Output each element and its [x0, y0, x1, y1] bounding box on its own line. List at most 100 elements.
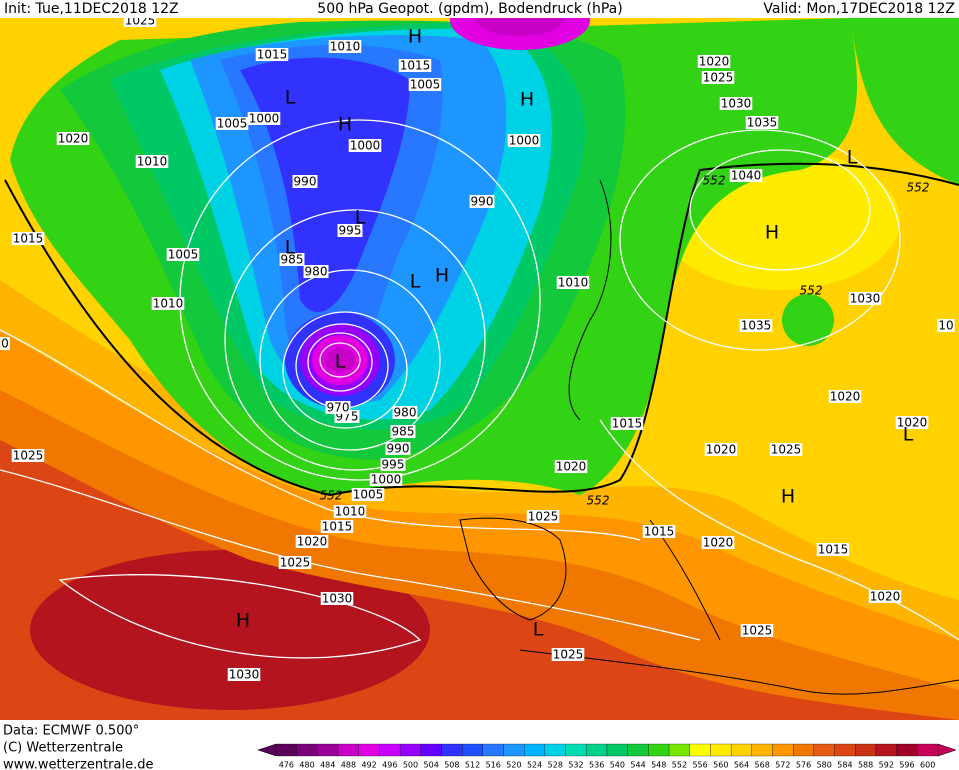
- colorbar-label: 516: [486, 761, 501, 770]
- isobar-label-box: [719, 97, 753, 110]
- isobar-label-box: [769, 443, 803, 456]
- isobar-label-box: [166, 248, 200, 261]
- colorbar-swatch: [813, 743, 835, 757]
- isobar-label-box: [292, 175, 318, 188]
- isobar-label: 985: [392, 425, 415, 439]
- height-label: 552: [587, 494, 610, 508]
- colorbar-label: 544: [630, 761, 645, 770]
- colorbar-label: 524: [527, 761, 542, 770]
- isobar-label-box: [11, 449, 45, 462]
- colorbar-swatch: [606, 743, 628, 757]
- isobar-label-box: [279, 253, 305, 266]
- pressure-center: H: [435, 265, 449, 287]
- isobar-label: 1015: [612, 417, 643, 431]
- pressure-center: L: [285, 87, 296, 109]
- isobar-label-box: [642, 525, 676, 538]
- pressure-center: L: [410, 271, 421, 293]
- colorbar-swatch: [358, 743, 380, 757]
- colorbar-swatch: [793, 743, 815, 757]
- colorbar-label: 568: [755, 761, 770, 770]
- isobar-label-box: [337, 224, 363, 237]
- isobar-label: 1020: [297, 535, 328, 549]
- isobar-label: 995: [382, 458, 405, 472]
- isobar-label: 1015: [257, 48, 288, 62]
- isobar-label-box: [739, 319, 773, 332]
- height-label: 552: [320, 489, 343, 503]
- colorbar-swatch: [296, 743, 318, 757]
- isobar-label: 1030: [322, 592, 353, 606]
- colorbar-label: 480: [299, 761, 314, 770]
- isobar-label-box: [11, 232, 45, 245]
- isobar-label-box: [385, 442, 411, 455]
- colorbar-swatch: [875, 743, 897, 757]
- colorbar-label: 476: [279, 761, 294, 770]
- map-title: 500 hPa Geopot. (gpdm), Bodendruck (hPa): [317, 1, 622, 17]
- colorbar-label: 572: [775, 761, 790, 770]
- pressure-center: L: [355, 207, 366, 229]
- isobar-label: 1005: [168, 248, 199, 262]
- colorbar-label: 580: [817, 761, 832, 770]
- isobar-label-box: [554, 460, 588, 473]
- colorbar-swatch: [834, 743, 856, 757]
- colorbar-label: 512: [465, 761, 480, 770]
- pressure-center: H: [765, 222, 779, 244]
- isobar-label-box: [551, 648, 585, 661]
- isobar-label-box: [320, 592, 354, 605]
- isobar-label: 1020: [706, 443, 737, 457]
- colorbar-swatch: [379, 743, 401, 757]
- colorbar-swatch: [896, 743, 918, 757]
- pressure-center: L: [903, 424, 914, 446]
- colorbar-swatch: [772, 743, 794, 757]
- isobar-label-box: [328, 40, 362, 53]
- isobar-label: 1005: [217, 117, 248, 131]
- colorbar-swatch: [275, 743, 297, 757]
- isobar-label: 1005: [353, 488, 384, 502]
- isobar-label: 1025: [13, 449, 44, 463]
- colorbar-swatch: [420, 743, 442, 757]
- isobar-label-box: [408, 78, 442, 91]
- colorbar-label: 548: [651, 761, 666, 770]
- isobar-label-box: [325, 401, 351, 414]
- isobar-label-box: [556, 276, 590, 289]
- isobar-label: 1015: [322, 520, 353, 534]
- isobar-label-box: [398, 59, 432, 72]
- colorbar-label: 576: [796, 761, 811, 770]
- isobar-label: 1030: [721, 97, 752, 111]
- isobar-label: 1020: [58, 132, 89, 146]
- isobar-label: 1025: [703, 71, 734, 85]
- isobar-label-box: [745, 116, 779, 129]
- isobar-label-box: [740, 624, 774, 637]
- isobar-label: 1010: [137, 155, 168, 169]
- colorbar-swatch: [462, 743, 484, 757]
- colorbar-label: 560: [713, 761, 728, 770]
- isobar-label-box: [704, 443, 738, 456]
- isobar-label: 1030: [850, 292, 881, 306]
- colorbar-swatch: [668, 743, 690, 757]
- colorbar-label: 556: [692, 761, 707, 770]
- isobar-label-box: [227, 668, 261, 681]
- colorbar-label: 520: [506, 761, 521, 770]
- isobar-label-box: [848, 292, 882, 305]
- isobar-label: 1020: [830, 390, 861, 404]
- height-label: 552: [800, 284, 823, 298]
- colorbar-label: 508: [444, 761, 459, 770]
- pressure-center: H: [408, 26, 422, 48]
- isobar-label: 1025: [553, 648, 584, 662]
- isobar-label: 1015: [400, 59, 431, 73]
- isobar-label: 1010: [335, 505, 366, 519]
- isobar-label-box: [320, 520, 354, 533]
- website: www.wetterzentrale.de: [3, 758, 153, 770]
- colorbar-swatch: [689, 743, 711, 757]
- pressure-center: L: [533, 619, 544, 641]
- colorbar-label: 584: [837, 761, 852, 770]
- map: [0, 18, 959, 720]
- pressure-center: L: [847, 147, 858, 169]
- colorbar-swatch: [648, 743, 670, 757]
- isobar-label-box: [868, 590, 902, 603]
- isobar-label-box: [380, 458, 406, 471]
- pressure-center: L: [285, 237, 296, 259]
- pressure-center: L: [335, 351, 346, 373]
- colorbar-label: 592: [879, 761, 894, 770]
- pressure-center: H: [781, 486, 795, 508]
- valid-time: Valid: Mon,17DEC2018 12Z: [763, 1, 955, 17]
